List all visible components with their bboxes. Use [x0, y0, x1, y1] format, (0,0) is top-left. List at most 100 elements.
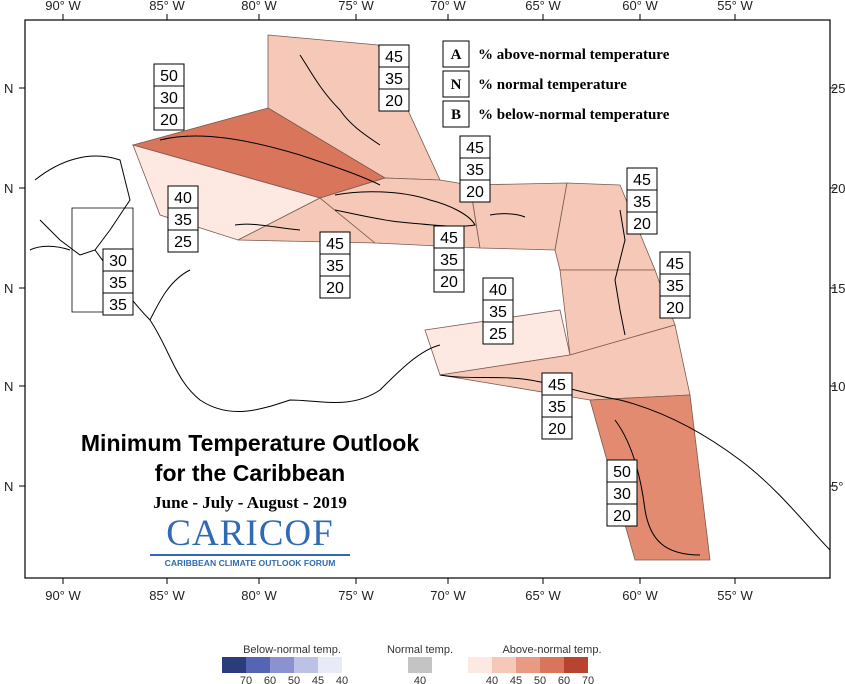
below-tick-0: 70	[240, 675, 252, 684]
lon-label-top-3: 75° W	[338, 0, 374, 13]
longitude-labels-bottom: 90° W 85° W 80° W 75° W 70° W 65° W 60° …	[45, 588, 753, 603]
lat-label-left-4: N	[4, 479, 13, 494]
guianas-above: 50	[613, 464, 631, 481]
jamaica-below: 20	[326, 280, 344, 297]
bahamas-above: 45	[385, 49, 403, 66]
below-swatch-0	[222, 657, 246, 673]
logo-subtitle: CARIBBEAN CLIMATE OUTLOOK FORUM	[150, 554, 350, 568]
prob-box-trinidad: 45 35 20	[541, 372, 573, 440]
lon-label-top-4: 70° W	[430, 0, 466, 13]
above-tick-1: 45	[510, 675, 522, 684]
key-letter-b: B	[451, 107, 461, 123]
lat-label-right-1: 20	[831, 181, 845, 196]
above-swatch-0	[468, 657, 492, 673]
lat-label-left-1: N	[4, 181, 13, 196]
abc-above: 40	[489, 282, 507, 299]
colorbar-above-title: Above-normal temp.	[502, 644, 601, 656]
key-letter-n: N	[451, 77, 462, 93]
above-tick-3: 60	[558, 675, 570, 684]
normal-tick-0: 40	[414, 675, 426, 684]
trinidad-above: 45	[548, 377, 566, 394]
below-tick-2: 50	[288, 675, 300, 684]
prob-box-cayman: 40 35 25	[167, 185, 199, 253]
map-period: June - July - August - 2019	[153, 493, 347, 512]
belize-above: 30	[109, 253, 127, 270]
lon-label-bottom-6: 60° W	[622, 588, 658, 603]
prob-box-belize: 30 35 35	[102, 248, 134, 316]
map-title: Minimum Temperature Outlook	[80, 430, 420, 456]
below-tick-4: 40	[336, 675, 348, 684]
longitude-labels-top: 90° W 85° W 80° W 75° W 70° W 65° W 60° …	[45, 0, 753, 13]
lon-label-bottom-5: 65° W	[525, 588, 561, 603]
lon-label-bottom-3: 75° W	[338, 588, 374, 603]
abn-key: A N B % above-normal temperature % norma…	[442, 40, 670, 128]
prob-box-leeward: 45 35 20	[626, 167, 658, 235]
guianas-normal: 30	[613, 486, 631, 503]
normal-swatch-0	[408, 657, 432, 673]
prob-box-abc: 40 35 25	[482, 277, 514, 345]
lon-label-bottom-0: 90° W	[45, 588, 81, 603]
hispaniola-below: 20	[466, 184, 484, 201]
lat-label-right-2: 15	[831, 281, 845, 296]
cayman-below: 25	[174, 234, 192, 251]
coastlines	[29, 54, 831, 556]
cuba-above: 50	[160, 68, 178, 85]
logo-text: CARICOF	[166, 513, 334, 554]
puerto-rico-normal: 35	[440, 252, 458, 269]
lat-label-left-0: N	[4, 81, 13, 96]
abc-below: 25	[489, 326, 507, 343]
hispaniola-normal: 35	[466, 162, 484, 179]
prob-box-windward: 45 35 20	[659, 251, 691, 319]
prob-box-jamaica: 45 35 20	[319, 231, 351, 299]
cayman-normal: 35	[174, 212, 192, 229]
lon-label-top-7: 55° W	[717, 0, 753, 13]
bahamas-normal: 35	[385, 71, 403, 88]
cuba-below: 20	[160, 112, 178, 129]
cuba-normal: 30	[160, 90, 178, 107]
below-tick-3: 45	[312, 675, 324, 684]
belize-below: 35	[109, 297, 127, 314]
below-tick-1: 60	[264, 675, 276, 684]
windward-normal: 35	[666, 278, 684, 295]
abc-normal: 35	[489, 304, 507, 321]
key-text-n: % normal temperature	[478, 77, 627, 93]
map-title-line2: for the Caribbean	[154, 460, 346, 486]
trinidad-below: 20	[548, 421, 566, 438]
lat-label-right-4: 5°	[831, 479, 843, 494]
colorbar-below-title: Below-normal temp.	[243, 644, 341, 656]
lon-label-top-0: 90° W	[45, 0, 81, 13]
key-text-b: % below-normal temperature	[478, 107, 670, 123]
trinidad-normal: 35	[548, 399, 566, 416]
below-swatch-3	[294, 657, 318, 673]
latitude-labels: N N N N N 25 20 15 10 5°	[4, 81, 845, 494]
leeward-above: 45	[633, 172, 651, 189]
lon-label-top-1: 85° W	[149, 0, 185, 13]
windward-below: 20	[666, 300, 684, 317]
above-tick-4: 70	[582, 675, 594, 684]
lon-label-bottom-2: 80° W	[241, 588, 277, 603]
lat-label-right-3: 10	[831, 379, 845, 394]
cayman-above: 40	[174, 190, 192, 207]
prob-box-guianas: 50 30 20	[606, 459, 638, 527]
lon-label-top-2: 80° W	[241, 0, 277, 13]
lon-label-top-5: 65° W	[525, 0, 561, 13]
above-swatch-4	[564, 657, 588, 673]
frame-ticks	[19, 14, 836, 584]
above-tick-0: 40	[486, 675, 498, 684]
colorbar-below-swatches: 70 60 50 45 40	[222, 657, 348, 684]
lon-label-bottom-1: 85° W	[149, 588, 185, 603]
prob-box-puerto-rico: 45 35 20	[433, 225, 465, 293]
colorbar: Below-normal temp. Normal temp. Above-no…	[222, 644, 602, 684]
bahamas-below: 20	[385, 93, 403, 110]
below-swatch-2	[270, 657, 294, 673]
prob-box-bahamas: 45 35 20	[378, 44, 410, 112]
puerto-rico-below: 20	[440, 274, 458, 291]
jamaica-above: 45	[326, 236, 344, 253]
colorbar-normal-swatches: 40	[408, 657, 432, 684]
above-swatch-3	[540, 657, 564, 673]
colorbar-normal-title: Normal temp.	[387, 644, 453, 656]
colorbar-above-swatches: 40 45 50 60 70	[468, 657, 594, 684]
leeward-below: 20	[633, 216, 651, 233]
lat-label-right-0: 25	[831, 81, 845, 96]
above-swatch-1	[492, 657, 516, 673]
